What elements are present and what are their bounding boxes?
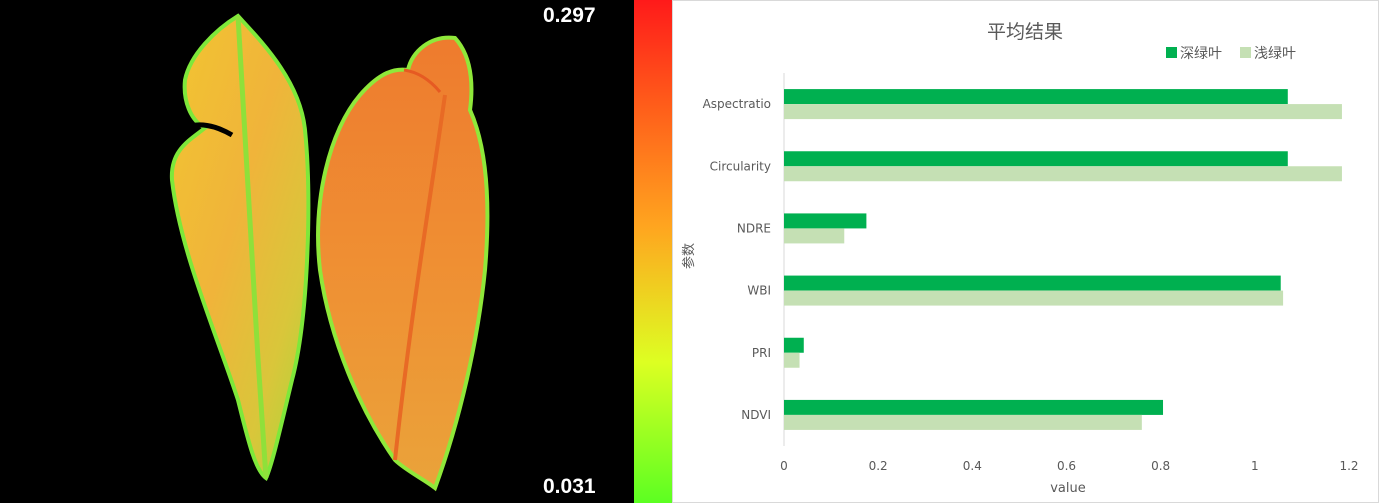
bar-chart-panel: 平均结果 深绿叶 浅绿叶 参数 value Aspectratio Circula… [672,0,1379,503]
bar-dark-green [784,399,1164,415]
bar-dark-green [784,337,804,353]
bar-light-green [784,414,1142,430]
y-axis-title: 参数 [681,243,697,269]
category-label: Aspectratio [703,97,771,111]
category-label: WBI [747,284,771,298]
x-tick-label: 0.8 [1151,459,1170,473]
plot-area: Aspectratio Circularity NDRE WBI PRI NDVI 0 0.2… [703,73,1359,473]
category-label: NDVI [741,408,771,422]
category-label: NDRE [737,221,771,235]
bar-light-green [784,228,845,244]
leaf-heatmap-image [169,13,490,492]
colorbar [634,0,672,503]
bar-dark-green [784,275,1281,291]
bar-dark-green [784,151,1288,167]
bar-light-green [784,166,1342,182]
min-value-label: 0.031 [543,475,596,498]
legend: 深绿叶 浅绿叶 [1166,46,1296,62]
x-tick-label: 0 [780,459,788,473]
bar-light-green [784,104,1342,120]
category-label: PRI [752,346,771,360]
x-axis-title: value [1050,481,1086,496]
legend-swatch-light [1240,47,1251,58]
bar-light-green [784,352,800,368]
max-value-label: 0.297 [543,4,596,27]
bar-chart: 平均结果 深绿叶 浅绿叶 参数 value Aspectratio Circula… [681,21,1359,496]
category-label: Circularity [710,159,771,173]
bar-dark-green [784,89,1288,105]
x-tick-label: 1 [1251,459,1259,473]
x-tick-label: 1.2 [1339,459,1358,473]
left-leaf [169,13,311,482]
chart-title: 平均结果 [987,21,1063,43]
bar-light-green [784,290,1284,306]
legend-label-dark: 深绿叶 [1180,46,1222,62]
x-tick-label: 0.2 [869,459,888,473]
legend-swatch-dark [1166,47,1177,58]
bar-dark-green [784,213,867,229]
right-leaf [316,35,490,492]
leaf-image-panel: 0.297 0.031 [0,0,634,503]
x-tick-label: 0.6 [1057,459,1076,473]
legend-label-light: 浅绿叶 [1254,46,1296,62]
x-tick-label: 0.4 [963,459,982,473]
